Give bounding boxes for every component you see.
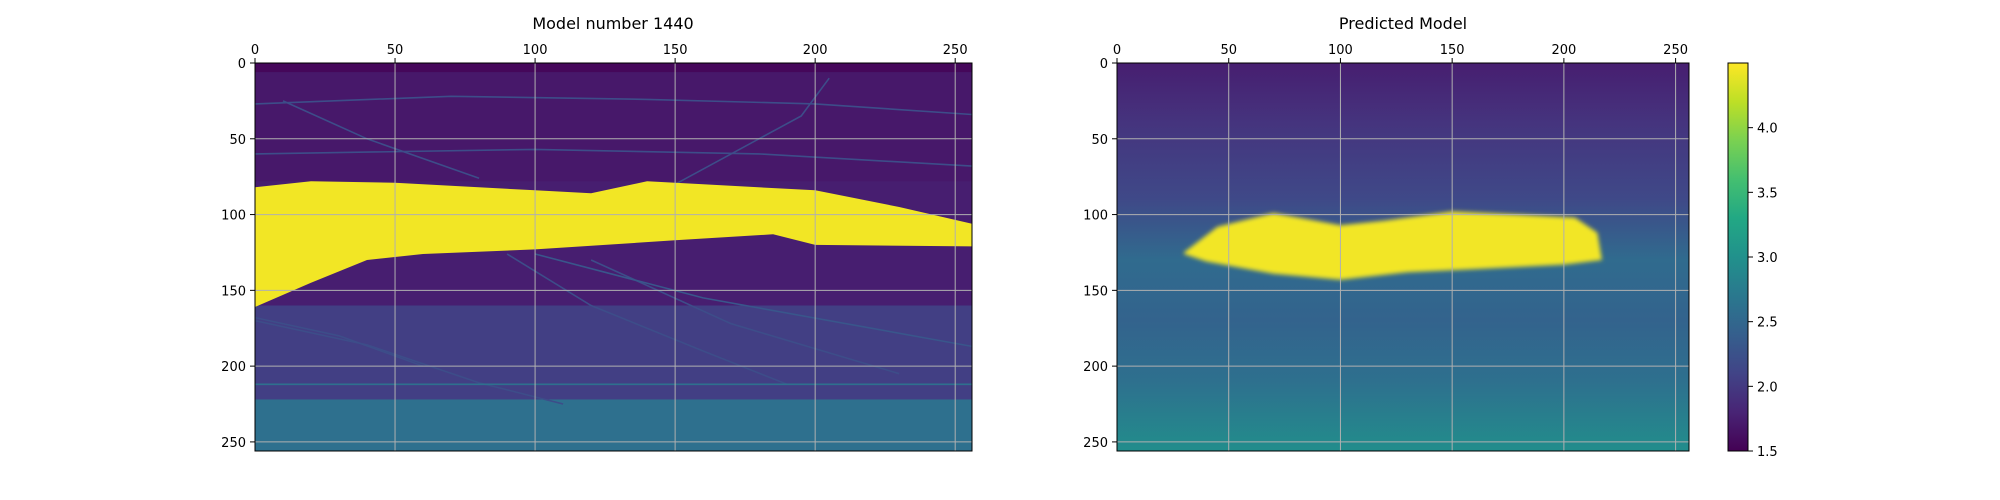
y-tick-label: 100 [221, 209, 246, 224]
right-frame [1116, 62, 1690, 452]
interface-line [255, 95, 972, 116]
colorbar-ticks: 1.5 2.0 2.5 3.0 3.5 4.0 [1748, 122, 1778, 460]
predicted-model-panel: Predicted Model 0 50 100 150 200 250 0 50 100 15… [1083, 14, 1690, 452]
colorbar-tick-label: 1.5 [1757, 445, 1778, 460]
y-tick-label: 200 [1083, 360, 1108, 375]
background-layer [255, 305, 972, 400]
background-layer [255, 399, 972, 451]
y-tick-label: 150 [221, 284, 246, 299]
colorbar-gradient [1728, 63, 1748, 451]
x-tick-label: 100 [523, 43, 548, 58]
left-frame [254, 62, 973, 452]
x-tick-label: 250 [943, 43, 968, 58]
y-tick-label: 100 [1083, 209, 1108, 224]
x-tick-label: 0 [251, 43, 259, 58]
x-tick-label: 50 [387, 43, 404, 58]
x-tick-label: 150 [1440, 43, 1465, 58]
interface-line [534, 253, 972, 348]
x-tick-label: 250 [1663, 43, 1688, 58]
interface-line [255, 319, 564, 405]
true-model-image [255, 63, 972, 451]
interface-line [506, 253, 788, 386]
y-tick-label: 0 [1100, 57, 1108, 72]
colorbar: 1.5 2.0 2.5 3.0 3.5 4.0 [1727, 62, 1778, 460]
y-tick-label: 0 [238, 57, 246, 72]
y-tick-label: 50 [229, 133, 246, 148]
background-layer [255, 63, 972, 73]
x-tick-label: 100 [1328, 43, 1353, 58]
x-tick-label: 50 [1220, 43, 1237, 58]
colorbar-tick-label: 3.0 [1757, 251, 1778, 266]
left-title: Model number 1440 [532, 14, 693, 33]
background-layer [255, 72, 972, 182]
right-y-axis: 0 50 100 150 200 250 [1083, 57, 1117, 451]
y-tick-label: 250 [221, 436, 246, 451]
left-y-axis: 0 50 100 150 200 250 [221, 57, 255, 451]
y-tick-label: 50 [1091, 133, 1108, 148]
colorbar-tick-label: 3.5 [1757, 186, 1778, 201]
colorbar-tick-label: 4.0 [1757, 122, 1778, 137]
y-tick-label: 250 [1083, 436, 1108, 451]
right-title: Predicted Model [1339, 14, 1467, 33]
x-tick-label: 0 [1113, 43, 1121, 58]
true-model-panel: Model number 1440 0 50 100 150 200 250 0 50 100… [221, 14, 973, 452]
colorbar-tick-label: 2.5 [1757, 316, 1778, 331]
left-x-axis: 0 50 100 150 200 250 [251, 43, 968, 63]
colorbar-tick-label: 2.0 [1757, 380, 1778, 395]
x-tick-label: 200 [803, 43, 828, 58]
predicted-model-image [1117, 63, 1689, 451]
y-tick-label: 150 [1083, 284, 1108, 299]
right-x-axis: 0 50 100 150 200 250 [1113, 43, 1688, 63]
high-value-body [255, 181, 972, 307]
y-tick-label: 200 [221, 360, 246, 375]
high-value-body [1184, 211, 1602, 280]
x-tick-label: 150 [663, 43, 688, 58]
x-tick-label: 200 [1551, 43, 1576, 58]
